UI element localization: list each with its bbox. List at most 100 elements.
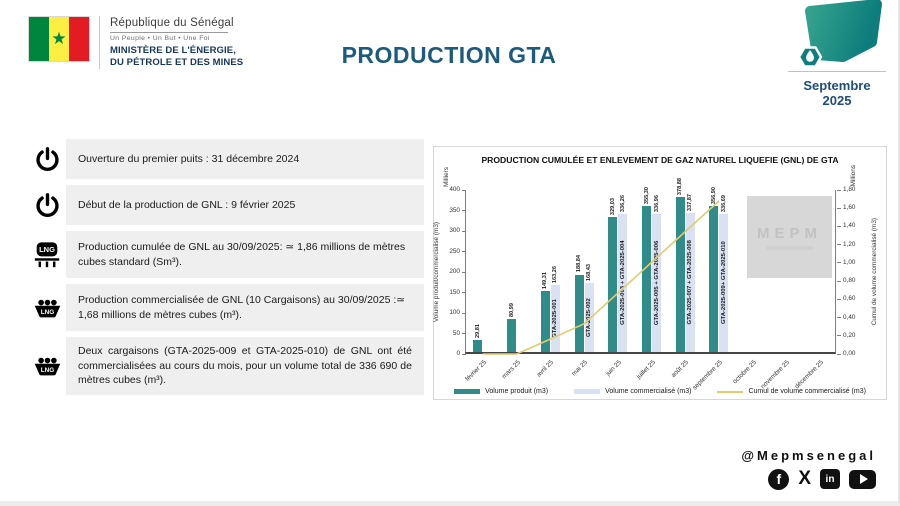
produced-bar	[574, 274, 584, 352]
facebook-icon[interactable]: f	[768, 468, 790, 490]
svg-text:LNG: LNG	[39, 245, 55, 254]
y-axis-tick	[837, 335, 841, 337]
republic-label: République du Sénégal	[110, 17, 234, 29]
bullet-item: Ouverture du premier puits : 31 décembre…	[28, 139, 424, 179]
x-icon[interactable]: X	[798, 468, 811, 489]
bar-value-label: 336,96	[653, 194, 660, 212]
bullet-item: LNG Deux cargaisons (GTA-2025-009 et GTA…	[28, 337, 424, 395]
y-tick-label: 0,20	[843, 331, 856, 339]
teal-ribbon-shape	[797, 0, 882, 68]
social-handle: @Mepmsenegal	[741, 448, 876, 463]
y-axis-tick	[462, 333, 466, 334]
y-tick-label: 0,00	[843, 350, 856, 357]
bar-value-label: 356,90	[710, 186, 717, 204]
y-axis-tick	[837, 353, 841, 355]
flag-green-stripe	[29, 17, 49, 61]
bar-value-label: 336,26	[619, 195, 626, 213]
y-tick-label: 0,40	[843, 313, 856, 321]
chart-title: PRODUCTION CUMULÉE ET ENLEVEMENT DE GAZ …	[481, 155, 839, 165]
bar-value-label: 337,87	[687, 194, 694, 212]
legend-label: Cumul de volume commercialisé (m3)	[748, 388, 866, 395]
legend-item: Volume commercialisé (m3)	[574, 388, 691, 395]
brand-block: ★ République du Sénégal Un Peuple • Un B…	[28, 16, 243, 69]
produced-bar	[507, 318, 517, 352]
bar-value-label: 29,81	[474, 323, 481, 338]
droplet-icon	[806, 50, 814, 62]
bar-value-label: 329,03	[609, 198, 616, 216]
y-axis-tick	[837, 225, 841, 227]
produced-bar	[642, 206, 651, 352]
legend-swatch	[574, 389, 601, 394]
watermark: MEPM	[747, 196, 832, 278]
flag-yellow-stripe: ★	[49, 17, 69, 61]
brand-text: République du Sénégal Un Peuple • Un But…	[110, 16, 243, 69]
y-axis-tick	[462, 210, 466, 211]
y-tick-label: 0	[456, 350, 460, 357]
brand-divider	[99, 16, 100, 69]
key-facts-list: Ouverture du premier puits : 31 décembre…	[28, 139, 424, 395]
bar-value-label: 378,88	[677, 177, 684, 195]
chart-panel: PRODUCTION CUMULÉE ET ENLEVEMENT DE GAZ …	[433, 146, 887, 400]
legend-swatch	[717, 390, 744, 393]
bullet-text: Production commercialisée de GNL (10 Car…	[78, 293, 406, 321]
y-axis-tick	[462, 251, 466, 252]
right-axis-title: Cumul de volume commercialisé (m3)	[871, 218, 878, 326]
y-tick-label: 1,60	[843, 204, 856, 212]
cargo-label: GTA-2025-003 + GTA-2025-004	[619, 240, 626, 326]
y-axis-tick	[462, 189, 466, 191]
watermark-subline	[766, 245, 813, 250]
svg-text:LNG: LNG	[40, 367, 53, 374]
bullet-item: Début de la production de GNL : 9 févrie…	[28, 185, 424, 225]
page-title: PRODUCTION GTA	[341, 42, 557, 68]
y-axis-tick	[837, 244, 841, 246]
y-tick-label: 1,40	[843, 222, 856, 230]
bullet-text: Ouverture du premier puits : 31 décembre…	[78, 152, 300, 165]
youtube-icon[interactable]	[849, 469, 876, 489]
y-axis-tick	[837, 298, 841, 300]
lng-carrier-icon: LNG	[28, 354, 66, 378]
y-tick-label: 1,80	[843, 186, 856, 193]
y-tick-label: 1,00	[843, 258, 856, 266]
y-axis-tick	[462, 292, 466, 293]
y-tick-label: 100	[449, 309, 460, 316]
bar-value-label: 149,31	[542, 271, 549, 289]
commercial-bar	[719, 213, 729, 352]
y-tick-label: 0,80	[843, 277, 856, 285]
produced-bar	[473, 339, 483, 352]
report-date: Septembre 2025	[788, 71, 886, 108]
y-tick-label: 200	[449, 268, 460, 275]
power-icon	[28, 146, 66, 173]
bar-value-label: 355,30	[643, 187, 650, 205]
bullet-text: Deux cargaisons (GTA-2025-009 et GTA-202…	[78, 344, 412, 387]
y-axis-tick	[462, 353, 466, 355]
cargo-label: GTA-2025-007 + GTA-2025-008	[687, 240, 694, 325]
y-axis-tick	[837, 207, 841, 209]
flag-red-stripe	[69, 17, 89, 61]
y-axis-tick	[462, 271, 466, 273]
bullet-item: LNG Production cumulée de GNL au 30/09/2…	[28, 231, 424, 278]
watermark-text: MEPM	[757, 224, 822, 242]
y-axis-tick	[462, 230, 466, 232]
legend-label: Volume produit (m3)	[485, 388, 549, 395]
linkedin-icon[interactable]: in	[820, 469, 840, 489]
y-axis-tick	[837, 262, 841, 264]
produced-bar	[540, 290, 550, 352]
bar-value-label: 336,69	[720, 194, 727, 212]
y-axis-tick	[462, 312, 466, 314]
cargo-label: GTA-2025-001	[552, 299, 559, 338]
chart-legend: Volume produit (m3) Volume commercialisé …	[434, 388, 886, 395]
lng-tank-icon: LNG	[28, 240, 66, 269]
y-axis-tick	[837, 280, 841, 282]
flag-star-icon: ★	[51, 28, 67, 48]
bullet-text: Début de la production de GNL : 9 févrie…	[78, 198, 296, 211]
ministry-line1: MINISTÈRE DE L'ÉNERGIE,	[110, 45, 236, 56]
legend-label: Volume commercialisé (m3)	[605, 388, 692, 395]
y-tick-label: 1,20	[843, 240, 856, 248]
brand-rule	[110, 32, 228, 33]
produced-bar	[608, 217, 618, 352]
cargo-label: GTA-2025-005 + GTA-2025-006	[653, 240, 660, 326]
bar-value-label: 188,84	[576, 255, 583, 273]
y-axis-tick	[837, 317, 841, 319]
y-tick-label: 150	[449, 288, 460, 296]
